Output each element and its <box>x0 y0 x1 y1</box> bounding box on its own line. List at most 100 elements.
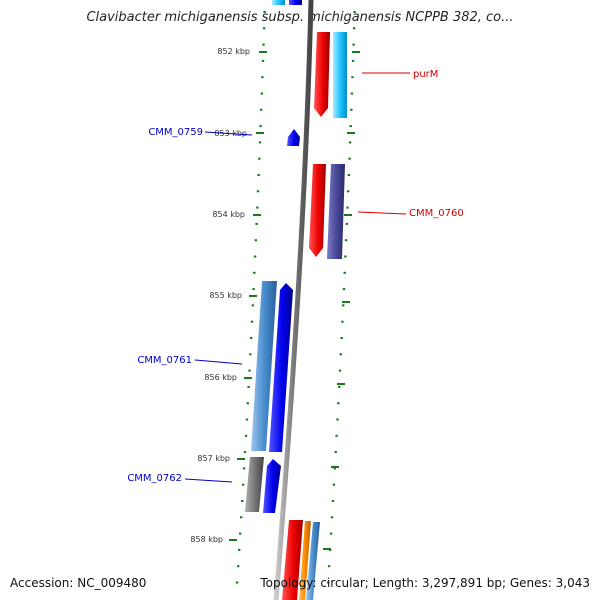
label-purM[interactable]: purM <box>362 69 438 80</box>
label-CMM_0762[interactable]: CMM_0762 <box>127 473 233 484</box>
right-minor-tick <box>343 271 346 274</box>
left-minor-tick <box>253 271 256 274</box>
left-minor-tick <box>251 304 254 307</box>
right-minor-tick <box>340 337 343 339</box>
left-minor-tick <box>247 385 250 388</box>
right-minor-tick <box>351 76 354 79</box>
left-minor-tick <box>259 125 262 128</box>
right-minor-tick <box>326 581 330 584</box>
right-minor-tick <box>341 320 344 323</box>
gene-purM[interactable] <box>314 32 330 117</box>
left-minor-tick <box>255 222 258 225</box>
left-minor-tick <box>241 483 245 486</box>
left-minor-tick <box>250 337 253 339</box>
left-minor-tick <box>250 320 254 323</box>
feature-gray-CMM_0762-adjacent[interactable] <box>245 457 264 512</box>
left-minor-tick <box>249 353 252 356</box>
left-minor-tick <box>262 43 265 46</box>
left-minor-tick <box>258 157 261 160</box>
left-minor-tick <box>239 532 242 535</box>
right-minor-tick <box>349 125 352 128</box>
right-minor-tick <box>334 451 337 454</box>
kbp-labels: 852 kbp 853 kbp 854 kbp 855 kbp 856 kbp … <box>190 47 250 544</box>
left-minor-tick <box>261 76 264 79</box>
right-tick-scale <box>326 11 356 584</box>
major-ticks <box>229 51 360 550</box>
label-CMM_0760-text: CMM_0760 <box>409 208 464 219</box>
left-minor-tick <box>260 108 263 111</box>
left-minor-tick <box>261 59 265 62</box>
feature-bottom-steelblue[interactable] <box>306 522 320 600</box>
feature-bottom-red[interactable] <box>282 520 303 600</box>
gene-CMM_0760[interactable] <box>309 164 326 257</box>
right-minor-tick <box>342 288 346 291</box>
left-minor-tick <box>242 467 246 470</box>
kbp-label-854: 854 kbp <box>212 210 245 219</box>
kbp-label-852: 852 kbp <box>217 47 250 56</box>
left-minor-tick <box>257 174 260 176</box>
genome-stats-label: Topology: circular; Length: 3,297,891 bp… <box>260 576 590 590</box>
gene-CMM_0759[interactable] <box>287 129 300 146</box>
label-CMM_0761[interactable]: CMM_0761 <box>137 355 243 366</box>
right-minor-tick <box>331 500 335 502</box>
right-minor-tick <box>350 108 353 111</box>
right-minor-tick <box>342 304 345 307</box>
right-minor-tick <box>350 92 354 95</box>
right-minor-tick <box>352 43 355 46</box>
left-minor-tick <box>246 402 249 405</box>
left-minor-tick <box>244 434 248 437</box>
left-minor-tick <box>238 548 241 551</box>
kbp-label-858: 858 kbp <box>190 535 223 544</box>
right-minor-tick <box>336 418 339 421</box>
kbp-label-856: 856 kbp <box>204 373 237 382</box>
left-minor-tick <box>254 239 257 242</box>
right-minor-tick <box>327 565 331 568</box>
feature-steelblue-CMM_0761-adjacent[interactable] <box>251 281 277 451</box>
left-minor-tick <box>235 581 239 584</box>
right-minor-tick <box>335 434 338 437</box>
kbp-label-857: 857 kbp <box>197 454 230 463</box>
accession-label: Accession: NC_009480 <box>10 576 147 590</box>
right-minor-tick <box>353 11 356 13</box>
gene-CMM_0761[interactable] <box>269 283 293 452</box>
left-minor-tick <box>245 418 249 421</box>
right-minor-tick <box>330 516 334 519</box>
genome-backbone <box>273 0 314 600</box>
right-minor-tick <box>347 174 351 176</box>
right-minor-tick <box>344 255 347 258</box>
feature-cyan-purM-adjacent[interactable] <box>333 32 347 118</box>
right-minor-tick <box>352 27 356 30</box>
right-minor-tick <box>332 483 336 486</box>
label-CMM_0759[interactable]: CMM_0759 <box>148 127 253 138</box>
left-minor-tick <box>241 500 244 502</box>
right-minor-tick <box>346 206 349 209</box>
label-purM-text: purM <box>413 69 438 80</box>
right-minor-tick <box>329 532 333 535</box>
left-minor-tick <box>248 369 251 372</box>
left-minor-tick <box>252 288 255 291</box>
label-CMM_0761-text: CMM_0761 <box>137 355 192 366</box>
left-minor-tick <box>243 451 247 454</box>
gene-CMM_0762[interactable] <box>263 459 281 513</box>
feature-top-cyan[interactable] <box>272 0 285 5</box>
kbp-label-855: 855 kbp <box>209 291 242 300</box>
left-minor-tick <box>260 92 263 95</box>
map-title: Clavibacter michiganensis subsp. michiga… <box>86 10 514 25</box>
right-minor-tick <box>351 59 355 62</box>
label-CMM_0759-text: CMM_0759 <box>148 127 203 138</box>
feature-top-blue[interactable] <box>289 0 302 5</box>
left-minor-tick <box>256 206 259 209</box>
left-minor-tick <box>240 516 243 519</box>
label-CMM_0760[interactable]: CMM_0760 <box>357 208 464 219</box>
right-minor-tick <box>338 385 341 388</box>
left-minor-tick <box>237 565 240 568</box>
right-minor-tick <box>345 222 348 225</box>
right-minor-tick <box>344 239 348 242</box>
feature-purple-CMM_0760-adjacent[interactable] <box>327 164 345 259</box>
feature-bottom-orange[interactable] <box>299 521 311 600</box>
left-minor-tick <box>256 190 260 193</box>
right-minor-tick <box>338 369 342 372</box>
label-CMM_0762-text: CMM_0762 <box>127 473 182 484</box>
left-minor-tick <box>253 255 257 258</box>
